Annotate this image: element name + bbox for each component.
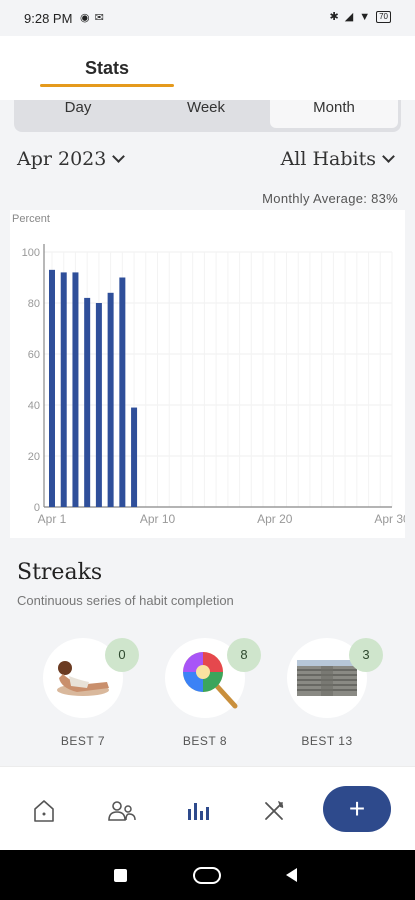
period-segmented-control: Day Week Month bbox=[14, 100, 401, 132]
tab-week[interactable]: Week bbox=[186, 99, 226, 116]
y-tick-label: 0 bbox=[34, 502, 40, 514]
status-time: 9:28 PM bbox=[24, 11, 73, 26]
system-icons: ✱ ◢ ▼ 70 bbox=[330, 10, 391, 23]
tab-month[interactable]: Month bbox=[270, 100, 398, 128]
back-button[interactable] bbox=[286, 868, 297, 882]
chevron-down-icon bbox=[112, 150, 126, 163]
people-icon bbox=[108, 801, 136, 821]
y-tick-label: 20 bbox=[28, 451, 40, 463]
streak-circle: 3 bbox=[287, 638, 383, 718]
chart-bar bbox=[131, 407, 138, 507]
chart-bar bbox=[107, 292, 114, 507]
lollipop-icon bbox=[183, 652, 238, 709]
month-dropdown[interactable]: Apr 2023 bbox=[17, 148, 126, 170]
x-tick-label: Apr 30 bbox=[374, 512, 405, 526]
add-button[interactable]: + bbox=[323, 786, 391, 832]
streak-item[interactable]: 8 BEST 8 bbox=[160, 638, 261, 748]
streak-count-badge: 8 bbox=[227, 638, 261, 672]
home-icon bbox=[34, 800, 54, 822]
chart-bar bbox=[72, 272, 79, 507]
chart-bar bbox=[95, 303, 102, 507]
streak-best: BEST 8 bbox=[182, 734, 228, 748]
filter-row: Apr 2023 All Habits bbox=[0, 144, 415, 180]
y-axis-label: Percent bbox=[12, 213, 50, 225]
app-header: Stats bbox=[0, 36, 415, 100]
chevron-down-icon bbox=[382, 150, 395, 163]
month-dropdown-label: Apr 2023 bbox=[17, 148, 107, 170]
status-bar: 9:28 PM ◉ ✉ ✱ ◢ ▼ 70 bbox=[0, 0, 415, 36]
y-tick-label: 60 bbox=[28, 349, 40, 361]
bottom-navigation: + bbox=[0, 766, 415, 850]
habits-dropdown-label: All Habits bbox=[280, 148, 376, 170]
battery-icon: 70 bbox=[376, 10, 391, 23]
bar-chart: 0 20 40 60 80 100 Apr 1 Apr 10 Apr 20 Apr 30 bbox=[22, 244, 405, 526]
streak-count-badge: 0 bbox=[105, 638, 139, 672]
tab-day[interactable]: Day bbox=[64, 99, 92, 116]
chart-bar bbox=[49, 269, 55, 507]
wifi-icon: ▼ bbox=[359, 10, 371, 23]
chart-bar bbox=[84, 297, 91, 507]
system-navigation-bar bbox=[0, 850, 415, 900]
streak-item[interactable]: 3 BEST 13 bbox=[282, 638, 383, 748]
stats-icon bbox=[188, 803, 209, 820]
streak-circle: 8 bbox=[165, 638, 261, 718]
home-button[interactable] bbox=[193, 867, 221, 884]
streaks-title: Streaks bbox=[17, 560, 103, 585]
streak-circle: 0 bbox=[43, 638, 139, 718]
streaks-subtitle: Continuous series of habit completion bbox=[17, 593, 234, 608]
streak-count-badge: 3 bbox=[349, 638, 383, 672]
streak-best: BEST 7 bbox=[60, 734, 106, 748]
y-tick-label: 40 bbox=[28, 400, 40, 412]
x-tick-label: Apr 1 bbox=[38, 512, 67, 526]
chart-bar bbox=[119, 277, 126, 507]
habits-dropdown[interactable]: All Habits bbox=[280, 148, 395, 170]
signal-icon: ◢ bbox=[344, 11, 354, 23]
stairs-icon bbox=[297, 660, 357, 696]
tab-indicator bbox=[40, 84, 174, 87]
streak-item[interactable]: 0 BEST 7 bbox=[38, 638, 139, 748]
nav-home[interactable] bbox=[24, 791, 64, 831]
tab-stats[interactable]: Stats bbox=[84, 58, 129, 78]
notification-icons: ◉ ✉ bbox=[80, 12, 105, 24]
fork-knife-icon bbox=[265, 801, 284, 820]
streak-best: BEST 13 bbox=[301, 734, 353, 748]
bluetooth-icon: ✱ bbox=[329, 11, 339, 23]
x-tick-label: Apr 10 bbox=[140, 512, 176, 526]
nav-food[interactable] bbox=[254, 791, 294, 831]
person-relaxing-icon bbox=[57, 661, 109, 696]
x-tick-label: Apr 20 bbox=[257, 512, 293, 526]
recents-button[interactable] bbox=[114, 869, 127, 882]
chart-card: Percent 0 20 40 60 80 100 Apr 1 Apr 10 Apr 20 Apr… bbox=[10, 210, 405, 538]
y-tick-label: 100 bbox=[22, 247, 40, 259]
chart-bar bbox=[60, 272, 67, 507]
nav-people[interactable] bbox=[102, 791, 142, 831]
nav-stats[interactable] bbox=[178, 791, 218, 831]
y-tick-label: 80 bbox=[28, 298, 40, 310]
monthly-average: Monthly Average: 83% bbox=[262, 191, 398, 206]
